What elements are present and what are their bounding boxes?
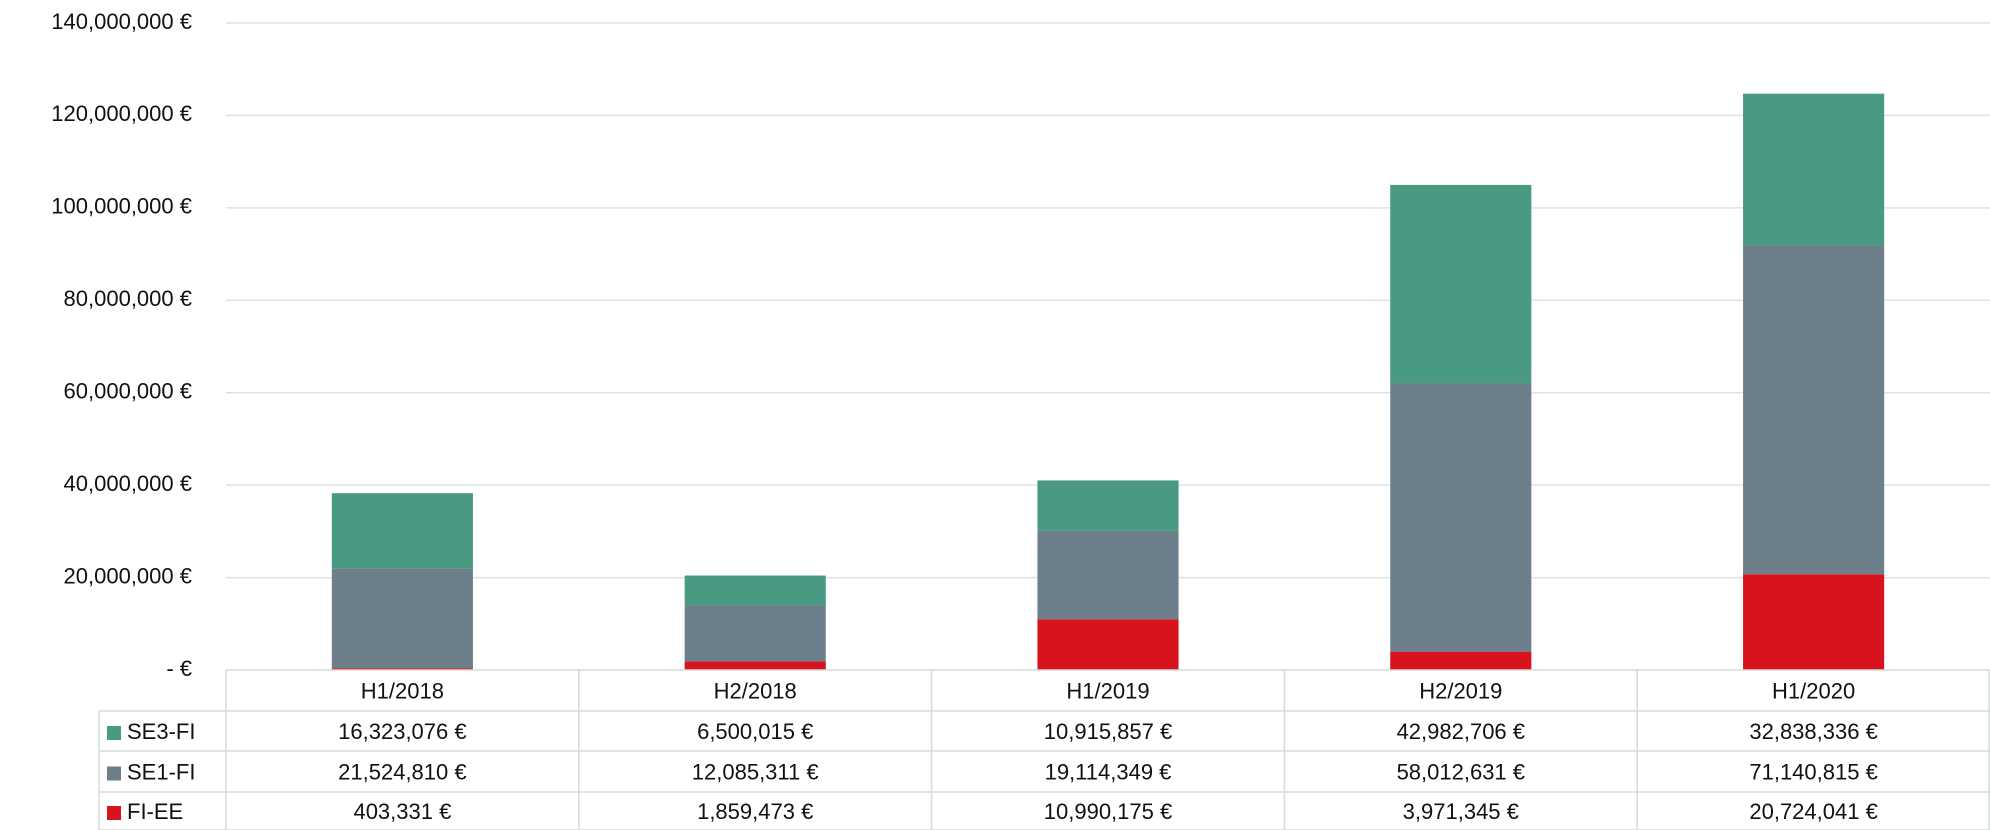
bar-segment (1743, 574, 1885, 670)
data-label: 21,524,810 € (338, 759, 466, 784)
data-label: 71,140,815 € (1749, 759, 1877, 784)
legend-label: SE3-FI (127, 719, 195, 744)
bar-segment (1390, 383, 1532, 652)
y-tick-label: 60,000,000 € (64, 379, 192, 404)
bar-segment (684, 575, 826, 606)
data-label: 32,838,336 € (1749, 719, 1877, 744)
x-tick-label: H1/2018 (361, 678, 444, 703)
bar-segment (1390, 651, 1532, 670)
y-tick-label: 20,000,000 € (64, 563, 192, 588)
legend-swatch (107, 766, 121, 781)
bar-segment (684, 605, 826, 662)
data-label: 3,971,345 € (1403, 799, 1519, 824)
data-label: 10,915,857 € (1044, 719, 1172, 744)
data-label: 403,331 € (353, 799, 451, 824)
data-label: 6,500,015 € (697, 719, 813, 744)
data-label: 19,114,349 € (1045, 759, 1172, 784)
y-tick-label: 140,000,000 € (51, 9, 192, 34)
data-label: 1,859,473 € (697, 799, 813, 824)
data-label: 58,012,631 € (1397, 759, 1525, 784)
y-tick-label: 120,000,000 € (51, 101, 192, 126)
data-label: 20,724,041 € (1749, 799, 1877, 824)
bar-segment (1743, 245, 1885, 575)
x-tick-label: H1/2020 (1772, 678, 1855, 703)
legend-label: SE1-FI (127, 759, 195, 784)
bar-segment (331, 493, 473, 569)
data-label: 12,085,311 € (692, 759, 819, 784)
bar-segment (1037, 619, 1179, 670)
legend-swatch (107, 726, 121, 740)
bar-segment (331, 568, 473, 669)
bar-segment (1037, 530, 1179, 620)
bar-segment (331, 668, 473, 670)
y-tick-label: 100,000,000 € (51, 194, 192, 219)
y-tick-label: - € (166, 656, 192, 681)
bar-segment (1743, 93, 1885, 246)
y-tick-label: 40,000,000 € (64, 471, 192, 496)
legend-swatch (107, 806, 121, 820)
x-tick-label: H2/2019 (1419, 678, 1502, 703)
bar-segment (1390, 184, 1532, 384)
y-tick-label: 80,000,000 € (64, 286, 192, 311)
data-label: 42,982,706 € (1397, 719, 1525, 744)
x-tick-label: H2/2018 (714, 678, 797, 703)
x-tick-label: H1/2019 (1066, 678, 1149, 703)
bar-segment (1037, 480, 1179, 531)
data-label: 10,990,175 € (1044, 799, 1172, 824)
legend-label: FI-EE (127, 799, 183, 824)
bar-segment (684, 661, 826, 670)
data-label: 16,323,076 € (338, 719, 466, 744)
